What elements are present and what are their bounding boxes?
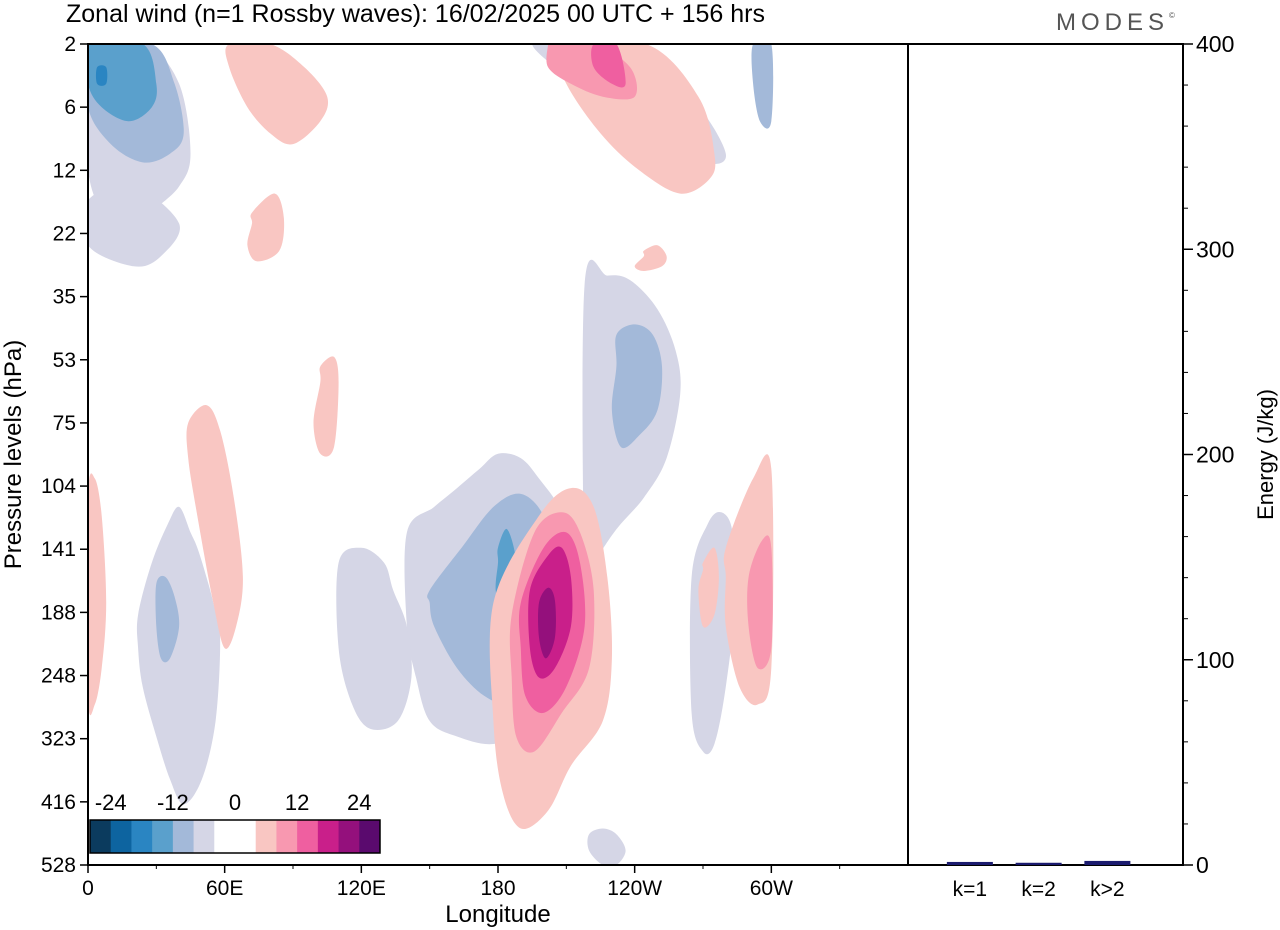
contour-mid-negative-1 — [611, 324, 663, 449]
contour-darkest-0 — [538, 587, 556, 659]
y-tick-label: 323 — [41, 728, 76, 751]
y-tick-label: 2 — [64, 33, 76, 56]
y-tick-label: 12 — [53, 159, 76, 182]
colorbar-label: 12 — [285, 790, 309, 815]
colorbar-frame — [89, 819, 381, 854]
y-tick-label: 188 — [41, 601, 76, 624]
colorbar-label: -12 — [157, 790, 189, 815]
colorbar-swatch — [276, 820, 298, 853]
colorbar-label: -24 — [95, 790, 127, 815]
colorbar-label: 24 — [347, 790, 371, 815]
brand-mark: © — [1169, 11, 1175, 20]
energy-bars: 0 100 200 300 400 k=1 k=2 k>2 Energy (J/kg) — [946, 31, 1278, 901]
chart-title: Zonal wind (n=1 Rossby waves): 16/02/202… — [66, 0, 765, 28]
colorbar-swatch — [255, 820, 277, 853]
x-tick-label: 0 — [82, 877, 94, 900]
colorbar: -24 -12 0 12 24 — [89, 790, 381, 854]
x-tick-label: 60W — [750, 877, 793, 900]
contour-mid-negative-3 — [155, 575, 180, 663]
contour-light-positive-4 — [313, 356, 339, 457]
y-tick-label: 528 — [41, 854, 76, 877]
contour-light-positive-8 — [698, 547, 719, 628]
colorbar-swatch — [131, 820, 153, 853]
x-axis-label: Longitude — [445, 901, 550, 928]
y-tick-label: 75 — [53, 412, 76, 435]
y-tick-label: 248 — [41, 665, 76, 688]
contour-dark-negative-0 — [88, 44, 157, 122]
contour-strong-negative-0 — [95, 65, 108, 86]
contour-light-positive-2 — [247, 193, 285, 262]
y-tick-label: 53 — [53, 349, 76, 372]
energy-category-label: k=1 — [953, 878, 987, 901]
y-tick-label: 104 — [41, 475, 76, 498]
energy-tick-label: 200 — [1196, 442, 1234, 468]
energy-axis-label: Energy (J/kg) — [1253, 389, 1278, 520]
colorbar-swatch — [235, 820, 257, 853]
y-tick-label: 35 — [53, 286, 76, 309]
contour-light-negative-8 — [689, 511, 736, 755]
y-tick-label: 22 — [53, 222, 76, 245]
colorbar-swatch — [172, 820, 195, 853]
contour-light-positive-3 — [634, 245, 667, 271]
colorbar-swatch — [90, 820, 112, 853]
colorbar-swatch — [152, 820, 174, 853]
contour-light-positive-5 — [186, 404, 243, 649]
y-tick-label: 141 — [41, 538, 76, 561]
contour-light-negative-5 — [336, 547, 412, 731]
energy-category-label: k=2 — [1021, 878, 1055, 901]
x-tick-label: 60E — [206, 877, 243, 900]
energy-tick-label: 0 — [1196, 852, 1209, 878]
colorbar-swatch — [317, 820, 340, 853]
brand-text: MODES — [1056, 9, 1170, 36]
energy-bar — [1084, 860, 1131, 865]
colorbar-swatch — [193, 820, 215, 853]
x-tick-label: 180 — [480, 877, 515, 900]
colorbar-swatch — [359, 820, 381, 853]
brand-logo: MODES© — [1056, 9, 1175, 37]
energy-panel-frame — [907, 43, 1184, 866]
energy-tick-label: 100 — [1196, 647, 1234, 673]
energy-bar — [1015, 862, 1062, 865]
colorbar-swatch — [297, 820, 319, 853]
y-axis-label: Pressure levels (hPa) — [0, 340, 27, 569]
x-tick-label: 120W — [607, 877, 662, 900]
contour-light-positive-7 — [88, 473, 107, 715]
energy-bar — [946, 861, 993, 865]
contour-pink-2 — [747, 535, 773, 670]
y-tick-label: 416 — [41, 791, 76, 814]
colorbar-swatch — [110, 820, 132, 853]
colorbar-label: 0 — [229, 790, 241, 815]
contour-magenta-1 — [591, 44, 626, 88]
energy-tick-label: 300 — [1196, 236, 1234, 262]
contour-light-negative-1 — [88, 185, 180, 267]
energy-tick-label: 400 — [1196, 31, 1234, 57]
contour-light-positive-0 — [225, 44, 329, 145]
colorbar-swatch — [338, 820, 360, 853]
energy-category-label: k>2 — [1090, 878, 1124, 901]
y-tick-label: 6 — [64, 96, 76, 119]
contour-light-negative-7 — [587, 828, 626, 865]
contour-layer — [88, 44, 774, 865]
x-tick-label: 120E — [337, 877, 386, 900]
colorbar-swatch — [214, 820, 236, 853]
contour-mid-negative-4 — [751, 44, 774, 129]
